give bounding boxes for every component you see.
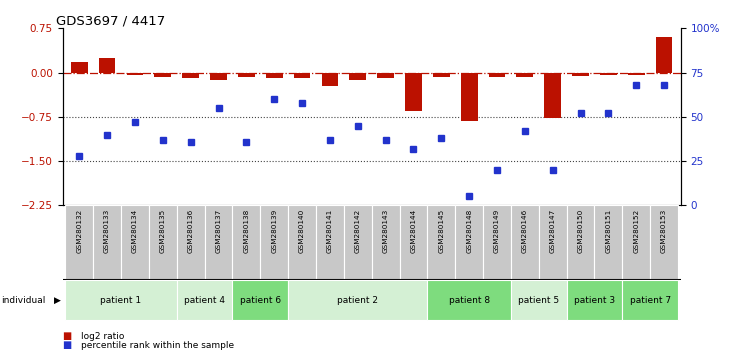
Text: GSM280133: GSM280133	[104, 209, 110, 253]
Text: GSM280148: GSM280148	[466, 209, 473, 253]
Bar	[483, 205, 511, 280]
Bar	[650, 205, 678, 280]
Text: patient 3: patient 3	[574, 296, 615, 304]
Bar	[294, 73, 311, 79]
Bar	[155, 73, 171, 77]
Text: GSM280136: GSM280136	[188, 209, 194, 253]
Text: GSM280142: GSM280142	[355, 209, 361, 253]
Bar	[322, 73, 339, 86]
Bar	[428, 205, 456, 280]
Text: GSM280145: GSM280145	[439, 209, 445, 253]
Bar	[656, 37, 673, 73]
Text: GSM280139: GSM280139	[271, 209, 277, 253]
Bar	[66, 205, 93, 280]
Text: GDS3697 / 4417: GDS3697 / 4417	[57, 14, 166, 27]
Text: patient 1: patient 1	[101, 296, 141, 304]
Text: GSM280147: GSM280147	[550, 209, 556, 253]
Bar	[517, 73, 533, 77]
Bar	[288, 205, 316, 280]
Text: log2 ratio: log2 ratio	[81, 332, 124, 341]
Bar	[266, 73, 283, 79]
Text: patient 6: patient 6	[240, 296, 281, 304]
Bar	[623, 205, 650, 280]
Text: GSM280146: GSM280146	[522, 209, 528, 253]
Bar	[372, 205, 400, 280]
Bar	[461, 73, 478, 121]
Bar	[233, 205, 261, 280]
Bar	[428, 280, 511, 320]
Bar	[567, 280, 623, 320]
Bar	[99, 58, 116, 73]
Text: GSM280151: GSM280151	[606, 209, 612, 253]
Bar	[595, 205, 623, 280]
Text: GSM280138: GSM280138	[244, 209, 250, 253]
Text: GSM280137: GSM280137	[216, 209, 222, 253]
Text: ▶: ▶	[54, 296, 60, 304]
Text: GSM280134: GSM280134	[132, 209, 138, 253]
Text: GSM280153: GSM280153	[661, 209, 667, 253]
Bar	[183, 73, 199, 79]
Bar	[628, 73, 645, 75]
Bar	[600, 73, 617, 75]
Text: ■: ■	[63, 340, 72, 350]
Text: GSM280152: GSM280152	[633, 209, 640, 253]
Bar	[623, 280, 678, 320]
Bar	[350, 73, 366, 80]
Bar	[511, 205, 539, 280]
Text: GSM280141: GSM280141	[327, 209, 333, 253]
Bar	[210, 73, 227, 80]
Bar	[288, 280, 428, 320]
Bar	[93, 205, 121, 280]
Text: ■: ■	[63, 331, 72, 341]
Text: GSM280150: GSM280150	[578, 209, 584, 253]
Text: GSM280149: GSM280149	[494, 209, 500, 253]
Bar	[489, 73, 506, 77]
Text: GSM280132: GSM280132	[77, 209, 82, 253]
Bar	[177, 205, 205, 280]
Bar	[66, 280, 177, 320]
Bar	[378, 73, 394, 79]
Bar	[238, 73, 255, 77]
Bar	[567, 205, 595, 280]
Text: patient 4: patient 4	[184, 296, 225, 304]
Bar	[545, 73, 561, 118]
Text: individual: individual	[1, 296, 46, 304]
Bar	[261, 205, 288, 280]
Text: patient 5: patient 5	[518, 296, 559, 304]
Text: patient 8: patient 8	[448, 296, 489, 304]
Text: patient 7: patient 7	[629, 296, 670, 304]
Bar	[127, 73, 144, 75]
Bar	[405, 73, 422, 111]
Bar	[572, 73, 589, 75]
Bar	[233, 280, 288, 320]
Bar	[400, 205, 428, 280]
Text: GSM280143: GSM280143	[383, 209, 389, 253]
Text: GSM280140: GSM280140	[299, 209, 305, 253]
Bar	[205, 205, 233, 280]
Text: patient 2: patient 2	[337, 296, 378, 304]
Bar	[539, 205, 567, 280]
Text: GSM280135: GSM280135	[160, 209, 166, 253]
Bar	[149, 205, 177, 280]
Bar	[344, 205, 372, 280]
Bar	[511, 280, 567, 320]
Bar	[177, 280, 233, 320]
Bar	[433, 73, 450, 77]
Bar	[71, 62, 88, 73]
Bar	[316, 205, 344, 280]
Text: percentile rank within the sample: percentile rank within the sample	[81, 341, 234, 350]
Bar	[121, 205, 149, 280]
Bar	[456, 205, 483, 280]
Text: GSM280144: GSM280144	[411, 209, 417, 253]
